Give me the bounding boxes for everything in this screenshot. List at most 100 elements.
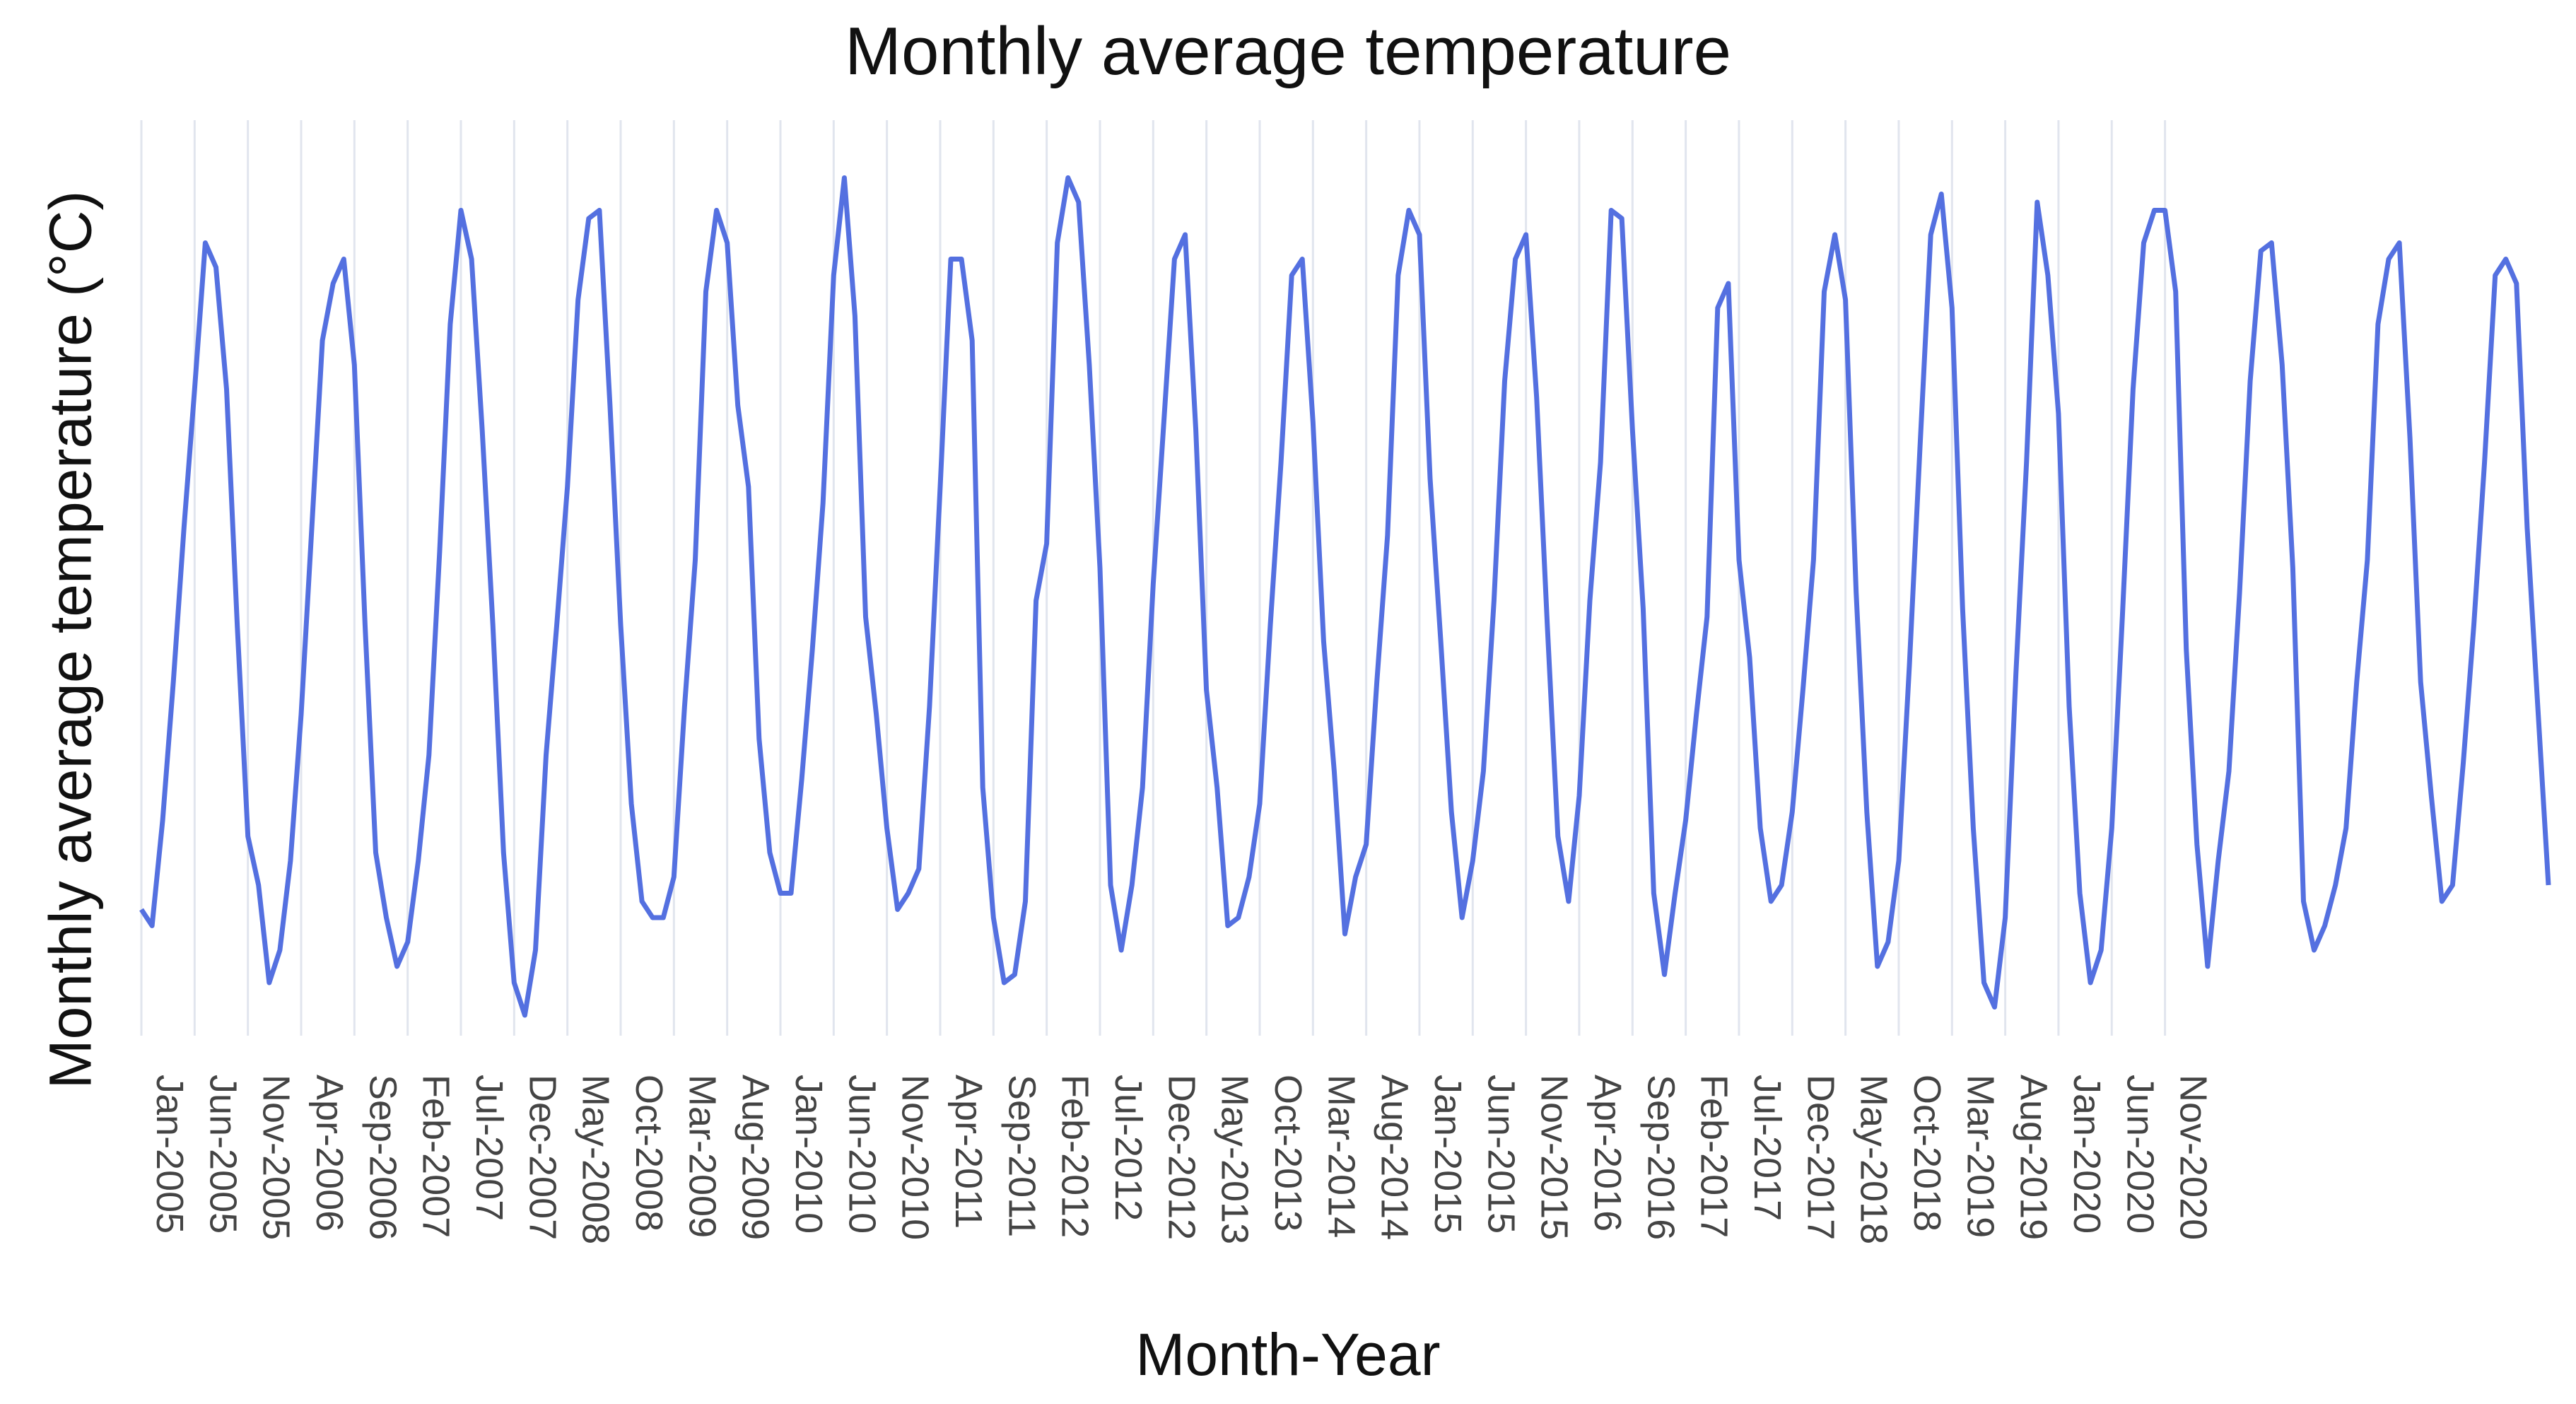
x-tick-label: May-2008 [575,1075,617,1244]
data-point [1046,542,1048,545]
data-point [928,705,931,708]
data-point [300,713,303,716]
data-point [705,291,708,293]
data-point [1397,274,1400,277]
data-point [1013,973,1016,976]
data-point [1780,884,1783,887]
data-point [2440,900,2443,903]
data-point [2153,209,2156,212]
x-tick-label: Aug-2009 [734,1075,777,1240]
data-point [2291,567,2294,570]
data-point [1067,177,1070,180]
data-point [2196,843,2199,846]
data-point [1834,233,1837,236]
data-point [2355,681,2358,684]
data-point [236,624,239,626]
data-point [1738,558,1740,561]
data-point [1897,860,1900,862]
data-point [1205,689,1208,691]
data-point [1855,591,1858,594]
data-point [811,648,814,651]
data-point [556,624,558,626]
data-point [1866,811,1868,814]
data-point [1716,307,1719,310]
data-point [2185,648,2188,651]
data-point [268,981,271,984]
data-point [1610,209,1612,212]
data-point [1663,973,1666,976]
x-tick-label: Feb-2012 [1054,1075,1096,1238]
data-point [321,339,324,342]
data-point [694,558,697,561]
data-point [886,827,889,830]
data-point [1162,421,1165,423]
data-point [2302,900,2305,903]
x-tick-label: Mar-2019 [1959,1075,2001,1238]
data-point [1535,396,1538,399]
data-point [1801,689,1804,691]
x-tick-label: Mar-2014 [1320,1075,1362,1238]
data-point [821,502,824,505]
data-point [1099,567,1101,570]
data-point [1482,770,1485,773]
data-point [226,388,228,391]
data-point [1972,827,1974,830]
data-point [2547,884,2550,887]
data-point [1599,461,1602,464]
data-point [1130,884,1133,887]
data-point [1195,428,1198,431]
data-point [545,754,548,756]
data-point [619,624,622,626]
chart-title: Monthly average temperature [845,13,1731,89]
data-point [683,705,686,708]
data-point [1844,298,1847,301]
x-tick-label: Jun-2005 [201,1075,244,1234]
data-point [2462,762,2465,765]
data-point [1035,599,1038,602]
data-point [790,892,792,895]
data-point [992,916,995,919]
data-point [566,486,569,489]
x-tick-label: Mar-2009 [681,1075,723,1238]
data-point [640,900,643,903]
data-point [1567,900,1570,903]
data-point [2089,981,2092,984]
data-point [2408,437,2411,440]
data-point [459,209,462,212]
data-point [1386,534,1389,537]
data-point [2366,558,2369,561]
data-point [1439,640,1442,643]
data-point [1578,795,1581,797]
data-point [2143,242,2145,245]
x-tick-label: Jul-2007 [468,1075,510,1221]
data-point [1322,640,1325,643]
data-point [800,778,803,781]
data-point [1311,421,1314,423]
data-point [896,908,899,911]
data-point [2057,412,2060,415]
data-point [2068,705,2071,708]
x-tick-label: Oct-2013 [1267,1075,1309,1232]
x-tick-label: Jul-2017 [1746,1075,1788,1221]
data-point [1929,233,1932,236]
data-point [1471,860,1474,862]
data-point [1769,900,1772,903]
data-point [1620,217,1623,220]
data-point [396,965,399,968]
data-point [438,551,441,554]
data-point [2217,860,2220,862]
data-point [779,892,782,895]
data-point [2078,892,2081,895]
data-point [1173,258,1176,261]
x-tick-label: Feb-2017 [1693,1075,1735,1238]
x-tick-label: Jun-2010 [841,1075,883,1234]
data-point [1557,835,1559,838]
data-point [2377,323,2379,326]
data-point [375,851,377,854]
data-point [971,339,973,342]
data-point [289,860,292,862]
x-tick-label: Dec-2017 [1799,1075,1842,1240]
data-point [875,713,878,716]
data-point [1344,932,1347,935]
